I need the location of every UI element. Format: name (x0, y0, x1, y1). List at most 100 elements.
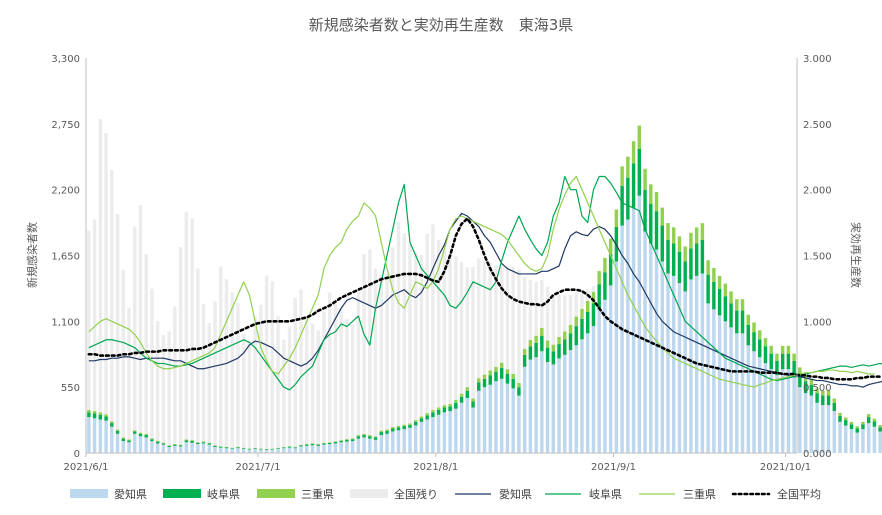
bar-岐阜県-80 (545, 347, 550, 363)
bar-愛知県-39 (310, 445, 315, 453)
bar-全国残り-61 (436, 239, 441, 408)
bar-全国残り-64 (454, 256, 458, 400)
bar-全国残り-23 (219, 266, 223, 447)
bar-岐阜県-117 (758, 339, 762, 358)
legend-label: 愛知県 (114, 487, 147, 501)
bar-岐阜県-48 (362, 435, 366, 438)
bar-愛知県-8 (133, 433, 137, 453)
bar-三重県-86 (580, 308, 584, 319)
bar-岐阜県-40 (316, 444, 320, 446)
bar-岐阜県-119 (769, 353, 773, 370)
bar-三重県-98 (649, 184, 653, 205)
bar-岐阜県-118 (763, 346, 768, 364)
bar-全国残り-10 (144, 254, 148, 434)
bar-愛知県-107 (700, 273, 705, 453)
x-tick-label: 2021/9/1 (591, 462, 636, 473)
bar-三重県-126 (809, 379, 814, 385)
bar-愛知県-10 (144, 437, 148, 453)
bar-愛知県-46 (350, 441, 355, 453)
bar-三重県-13 (161, 442, 166, 444)
bar-岐阜県-102 (672, 243, 676, 276)
bar-三重県-64 (454, 399, 458, 403)
bar-三重県-114 (740, 299, 745, 311)
bar-岐阜県-44 (339, 440, 343, 443)
bar-愛知県-64 (454, 408, 458, 453)
bar-愛知県-94 (626, 219, 630, 453)
bar-三重県-59 (425, 413, 429, 416)
bar-三重県-67 (471, 398, 475, 402)
bar-岐阜県-12 (155, 441, 160, 444)
bar-全国残り-4 (110, 169, 114, 422)
bar-三重県-11 (150, 438, 154, 440)
bar-三重県-128 (821, 390, 825, 396)
bar-岐阜県-76 (522, 354, 527, 367)
bar-愛知県-57 (413, 425, 418, 453)
bar-岐阜県-116 (752, 332, 756, 352)
bar-三重県-80 (545, 340, 550, 348)
bar-三重県-77 (528, 339, 533, 347)
y-right-tick-labels: 0.000 0.500 1.000 1.500 2.000 2.500 3.000 (803, 54, 832, 460)
bar-三重県-46 (350, 438, 355, 440)
bar-全国残り-85 (574, 292, 578, 317)
bar-三重県-48 (362, 433, 366, 436)
bar-岐阜県-105 (689, 248, 693, 280)
bar-愛知県-25 (230, 448, 234, 453)
bar-全国残り-13 (161, 334, 166, 443)
bar-岐阜県-56 (408, 424, 412, 428)
bar-全国残り-44 (339, 308, 343, 441)
bar-岐阜県-10 (144, 435, 148, 438)
bar-三重県-43 (333, 441, 338, 442)
bar-全国残り-72 (499, 266, 504, 363)
bar-三重県-109 (712, 268, 716, 282)
bar-三重県-110 (717, 275, 722, 290)
bar-愛知県-130 (832, 411, 836, 453)
bar-岐阜県-97 (643, 189, 647, 232)
bar-三重県-18 (190, 440, 194, 442)
bar-岐阜県-101 (666, 239, 670, 274)
bar-愛知県-74 (511, 388, 515, 453)
bar-岐阜県-84 (568, 333, 573, 351)
bar-愛知県-83 (563, 354, 567, 453)
bar-三重県-71 (494, 366, 498, 372)
bar-岐阜県-41 (322, 443, 326, 445)
bar-全国残り-46 (350, 324, 355, 439)
bar-三重県-22 (213, 445, 217, 446)
bar-三重県-19 (196, 442, 200, 443)
bar-愛知県-14 (167, 447, 171, 453)
bar-三重県-53 (391, 427, 395, 429)
bar-愛知県-97 (643, 231, 647, 453)
bar-三重県-87 (585, 300, 590, 312)
bar-愛知県-19 (196, 444, 200, 453)
bar-全国残り-25 (230, 292, 234, 448)
bar-全国残り-84 (568, 295, 573, 325)
bar-岐阜県-62 (442, 407, 447, 413)
bar-岐阜県-109 (712, 281, 716, 310)
bar-三重県-6 (121, 437, 125, 439)
bar-岐阜県-61 (436, 409, 441, 415)
bar-岐阜県-75 (517, 387, 521, 396)
bar-愛知県-23 (219, 447, 223, 453)
bar-三重県-138 (878, 425, 882, 428)
bar-全国残り-30 (259, 304, 263, 449)
bar-岐阜県-11 (150, 439, 154, 442)
bar-岐阜県-108 (706, 274, 710, 304)
bar-岐阜県-70 (488, 375, 492, 385)
bar-岐阜県-71 (494, 371, 498, 382)
bar-愛知県-48 (362, 437, 366, 453)
bar-岐阜県-59 (425, 415, 429, 420)
bar-岐阜県-138 (878, 427, 882, 432)
bar-岐阜県-87 (585, 311, 590, 334)
bar-全国残り-38 (305, 318, 309, 445)
bar-愛知県-66 (465, 397, 470, 453)
bar-全国残り-28 (247, 340, 252, 449)
bar-三重県-55 (402, 424, 406, 427)
bar-愛知県-65 (459, 402, 464, 453)
bar-岐阜県-2 (98, 414, 103, 420)
bar-愛知県-29 (253, 448, 257, 453)
y-right-tick-label: 2.500 (803, 120, 832, 131)
bar-岐阜県-43 (333, 441, 338, 444)
bar-岐阜県-81 (551, 351, 556, 365)
bar-全国残り-31 (264, 275, 269, 450)
bar-愛知県-137 (872, 426, 877, 453)
bar-愛知県-132 (844, 425, 848, 453)
